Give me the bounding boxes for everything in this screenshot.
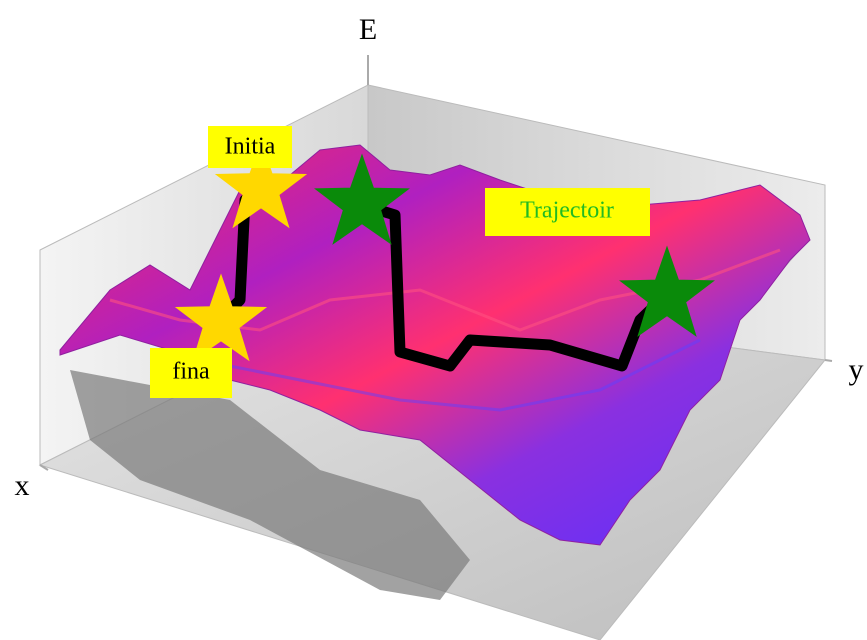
energy-landscape: Initia fina Trajectoir E y x — [0, 0, 867, 640]
trajectory-label: Trajectoir — [520, 198, 614, 224]
initial-star — [250, 177, 273, 199]
initial-label: Initia — [225, 134, 276, 160]
minimum-star — [343, 184, 381, 220]
x-axis-label: x — [15, 469, 30, 502]
minimum-star — [648, 276, 686, 312]
e-axis-label: E — [359, 13, 377, 46]
final-star — [210, 310, 233, 332]
y-axis — [825, 360, 832, 361]
final-label: fina — [172, 359, 210, 385]
y-axis-label: y — [849, 353, 864, 386]
page: {"axes": {"e": "E", "x": "x", "y": "y"},… — [0, 0, 867, 640]
